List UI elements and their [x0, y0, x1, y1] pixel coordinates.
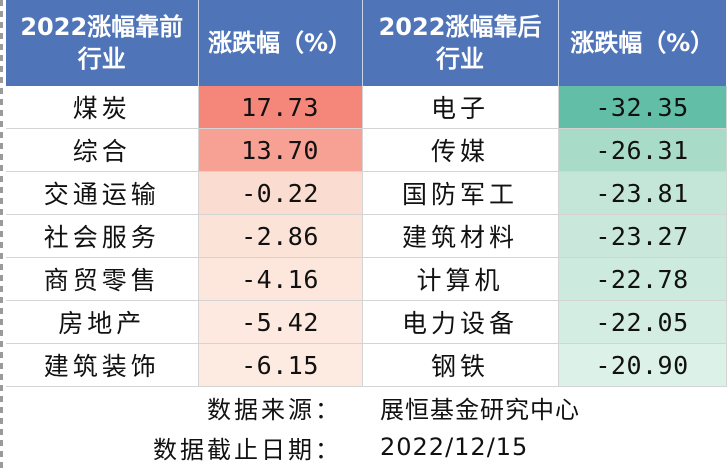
source-value: 展恒基金研究中心: [362, 386, 726, 427]
bottom-value-cell: -22.78: [558, 257, 727, 301]
top-industry-cell: 煤炭: [6, 86, 199, 129]
header-bottom-industry: 2022涨幅靠后 行业: [362, 0, 559, 86]
bottom-industry-cell: 电子: [362, 86, 559, 129]
table-row: 社会服务 -2.86 建筑材料 -23.27: [6, 214, 727, 258]
industry-performance-table: 2022涨幅靠前 行业 涨跌幅（%） 2022涨幅靠后 行业 涨跌幅（%） 煤炭…: [6, 0, 727, 467]
bottom-industry-cell: 国防军工: [362, 171, 559, 215]
table-row: 建筑装饰 -6.15 钢铁 -20.90: [6, 343, 727, 387]
header-top-industry: 2022涨幅靠前 行业: [6, 0, 199, 86]
header-top-industry-line2: 行业: [77, 45, 126, 73]
top-value-cell: -2.86: [198, 214, 363, 258]
top-value-cell: -6.15: [198, 343, 363, 387]
footer-date-row: 数据截止日期： 2022/12/15: [6, 427, 726, 467]
top-value-cell: 17.73: [198, 86, 363, 129]
top-value-cell: -4.16: [198, 257, 363, 301]
bottom-value-cell: -23.81: [558, 171, 727, 215]
table-row: 煤炭 17.73 电子 -32.35: [6, 86, 727, 129]
footer-source-row: 数据来源： 展恒基金研究中心: [6, 386, 726, 427]
header-bottom-industry-line1: 2022涨幅靠后: [378, 13, 542, 41]
bottom-value-cell: -20.90: [558, 343, 727, 387]
table-body: 煤炭 17.73 电子 -32.35 综合 13.70 传媒 -26.31 交通…: [6, 86, 727, 467]
source-label: 数据来源：: [6, 386, 362, 427]
top-value-cell: -0.22: [198, 171, 363, 215]
bottom-value-cell: -22.05: [558, 300, 727, 344]
dashed-border: [0, 0, 3, 470]
date-value: 2022/12/15: [362, 427, 726, 467]
date-label: 数据截止日期：: [6, 427, 362, 467]
bottom-industry-cell: 建筑材料: [362, 214, 559, 258]
top-value-cell: 13.70: [198, 128, 363, 172]
bottom-industry-cell: 钢铁: [362, 343, 559, 387]
top-industry-cell: 综合: [6, 128, 199, 172]
top-industry-cell: 商贸零售: [6, 257, 199, 301]
top-industry-cell: 交通运输: [6, 171, 199, 215]
table-row: 房地产 -5.42 电力设备 -22.05: [6, 300, 727, 344]
top-industry-cell: 房地产: [6, 300, 199, 344]
table-row: 交通运输 -0.22 国防军工 -23.81: [6, 171, 727, 215]
bottom-industry-cell: 电力设备: [362, 300, 559, 344]
header-bottom-industry-line2: 行业: [436, 45, 484, 73]
table-header-row: 2022涨幅靠前 行业 涨跌幅（%） 2022涨幅靠后 行业 涨跌幅（%）: [6, 0, 726, 86]
header-top-industry-line1: 2022涨幅靠前: [20, 13, 184, 41]
bottom-industry-cell: 计算机: [362, 257, 559, 301]
top-value-cell: -5.42: [198, 300, 363, 344]
table-row: 商贸零售 -4.16 计算机 -22.78: [6, 257, 727, 301]
top-industry-cell: 建筑装饰: [6, 343, 199, 387]
bottom-value-cell: -32.35: [558, 86, 727, 129]
bottom-industry-cell: 传媒: [362, 128, 559, 172]
table-row: 综合 13.70 传媒 -26.31: [6, 128, 727, 172]
top-industry-cell: 社会服务: [6, 214, 199, 258]
header-bottom-change: 涨跌幅（%）: [558, 0, 726, 86]
bottom-value-cell: -23.27: [558, 214, 727, 258]
bottom-value-cell: -26.31: [558, 128, 727, 172]
header-top-change: 涨跌幅（%）: [198, 0, 363, 86]
